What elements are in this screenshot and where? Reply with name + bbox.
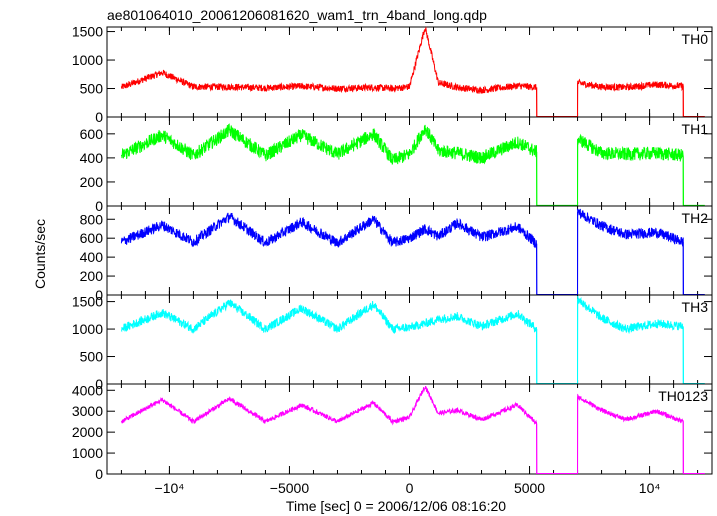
series-th3-line (121, 295, 705, 384)
series-th2-line (120, 208, 705, 295)
panel-label: TH0 (682, 31, 709, 47)
y-tick-label: 200 (80, 268, 104, 284)
y-tick-label: 0 (95, 109, 103, 125)
y-tick-label: 500 (80, 349, 104, 365)
y-tick-label: 0 (95, 287, 103, 303)
panels-group: 0 500 1000 1500 TH0 0 200 400 600 TH1 0 200 400 600 80… (72, 24, 713, 496)
x-tick-label: 5000 (514, 480, 545, 496)
panel-frame (106, 26, 713, 118)
x-tick-label: −10⁴ (155, 480, 185, 496)
y-tick-label: 1500 (72, 294, 103, 310)
panel-th2: 0 200 400 600 800 TH2 (80, 205, 713, 303)
panel-th1: 0 200 400 600 TH1 (80, 116, 713, 214)
series-th0-line (120, 26, 705, 117)
y-tick-label: 400 (80, 249, 104, 265)
x-tick-label: 0 (406, 480, 414, 496)
panel-label: TH1 (682, 121, 709, 137)
panel-th3: 0 500 1000 1500 TH3 (72, 294, 713, 392)
panel-frame (106, 383, 713, 475)
panel-label: TH3 (682, 299, 709, 315)
y-tick-label: 0 (95, 376, 103, 392)
y-tick-label: 200 (80, 174, 104, 190)
panel-frame (106, 205, 713, 296)
series-th1-line (120, 122, 705, 206)
panel-th0123: 0 1000 2000 3000 4000 TH0123 (72, 382, 713, 482)
y-tick-label: 1000 (72, 445, 103, 461)
y-tick-label: 2000 (72, 424, 103, 440)
y-tick-label: 600 (80, 230, 104, 246)
y-tick-label: 600 (80, 126, 104, 142)
panel-label: TH0123 (658, 388, 708, 404)
panel-th0: 0 500 1000 1500 TH0 (72, 24, 713, 125)
x-tick-label: −5000 (270, 480, 310, 496)
x-tick-label: 10⁴ (639, 480, 661, 496)
y-axis-label: Counts/sec (32, 219, 48, 289)
x-axis-label: Time [sec] 0 = 2006/12/06 08:16:20 (286, 498, 506, 514)
y-tick-label: 800 (80, 211, 104, 227)
y-tick-label: 4000 (72, 382, 103, 398)
panel-frame (106, 294, 713, 385)
y-tick-label: 3000 (72, 403, 103, 419)
y-tick-label: 0 (95, 198, 103, 214)
y-tick-label: 400 (80, 150, 104, 166)
y-tick-label: 1500 (72, 24, 103, 40)
series-th0123-line (120, 386, 705, 474)
y-tick-label: 1000 (72, 52, 103, 68)
y-tick-label: 1000 (72, 321, 103, 337)
chart-title: ae801064010_20061206081620_wam1_trn_4ban… (107, 7, 487, 23)
y-tick-label: 500 (80, 81, 104, 97)
y-tick-label: 0 (95, 466, 103, 482)
panel-label: TH2 (682, 210, 709, 226)
panel-frame (106, 116, 713, 207)
